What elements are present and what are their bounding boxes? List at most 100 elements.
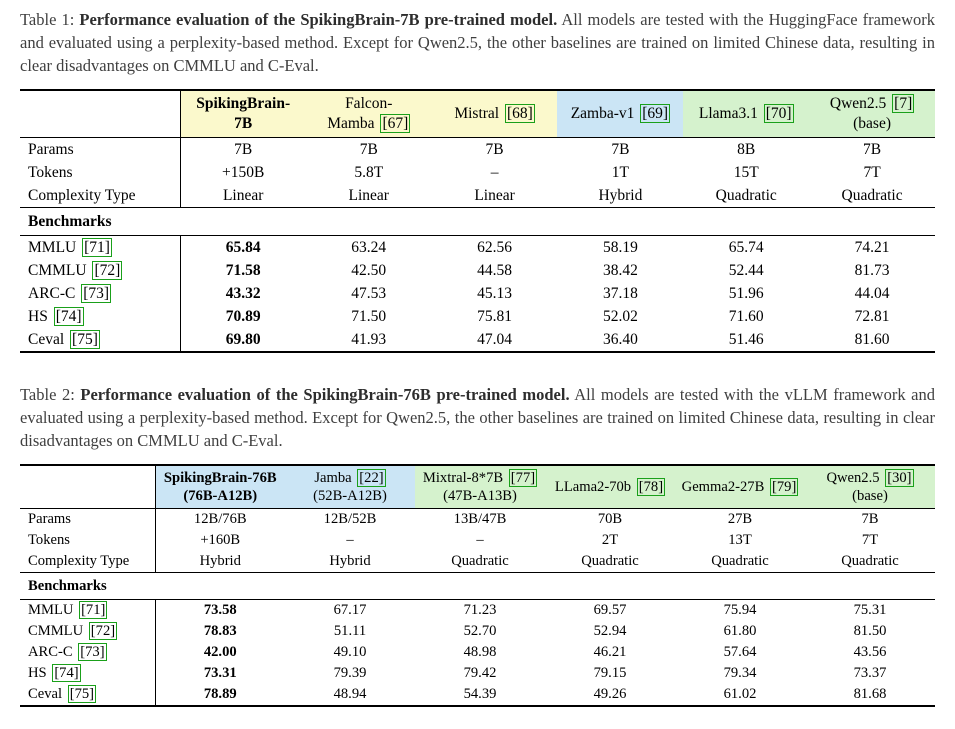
benchmark-value: 52.70 (463, 623, 497, 639)
citation-link[interactable]: [71] (79, 601, 108, 619)
benchmark-label: HS [74] (20, 663, 156, 684)
benchmark-value: 71.60 (728, 307, 764, 325)
column-header: SpikingBrain-76B (76B-A12B) (155, 464, 285, 509)
citation-link[interactable]: [79] (770, 478, 799, 496)
column-header-line: (base) (852, 488, 888, 504)
benchmark-value: 36.40 (557, 328, 684, 353)
benchmark-row: Ceval [75] 69.80 41.93 47.04 36.40 51.46 81.60 (20, 328, 935, 353)
row-label: Params (20, 508, 156, 530)
benchmark-value: 73.31 (203, 665, 237, 681)
spec-value: Quadratic (545, 551, 675, 573)
spec-value: Quadratic (805, 551, 935, 573)
citation-link[interactable]: [70] (763, 104, 794, 123)
benchmark-value: 62.56 (477, 238, 512, 256)
citation-link[interactable]: [72] (92, 260, 123, 280)
benchmark-label: HS [74] (20, 305, 181, 328)
caption-text: All models are tested with the HuggingFa… (20, 10, 935, 75)
citation-link[interactable]: [67] (380, 114, 411, 133)
citation-link[interactable]: [78] (636, 478, 666, 496)
column-header-line: SpikingBrain- (196, 95, 291, 112)
results-table: SpikingBrain- 7B Falcon- Mamba [67] Mistral … (20, 89, 935, 353)
benchmark-value: 81.73 (854, 261, 890, 279)
column-header-line: SpikingBrain-76B (163, 470, 277, 486)
spec-value: 7T (861, 532, 879, 548)
column-header-line: (52B-A12B) (313, 488, 387, 504)
citation-link[interactable]: [75] (67, 685, 97, 703)
spec-value: 8B (737, 140, 756, 158)
benchmark-label: MMLU [71] (20, 599, 156, 621)
benchmark-value: 69.80 (180, 328, 306, 353)
benchmark-label: CMMLU [72] (20, 259, 181, 282)
benchmark-value: 44.58 (477, 261, 512, 279)
benchmarks-section-label: Benchmarks (20, 207, 935, 236)
benchmark-value: 71.23 (463, 602, 497, 618)
column-header: Qwen2.5 [30] (base) (805, 464, 935, 509)
column-header-line: (76B-A12B) (183, 488, 258, 504)
benchmark-label: Ceval [75] (20, 328, 181, 353)
benchmark-value: 52.02 (602, 307, 638, 325)
citation-link[interactable]: [73] (81, 283, 112, 303)
spec-value: 7B (485, 140, 504, 158)
benchmark-value: 79.39 (333, 665, 367, 681)
spec-value: – (476, 532, 484, 548)
benchmarks-section-label: Benchmarks (20, 572, 935, 600)
benchmark-value: 73.37 (853, 665, 887, 681)
benchmark-label: CMMLU [72] (20, 621, 156, 642)
benchmark-value: 71.58 (225, 261, 261, 279)
column-header: Jamba [22] (52B-A12B) (285, 464, 415, 509)
citation-link[interactable]: [77] (508, 469, 538, 487)
column-header-line: Zamba-v1 [69] (570, 104, 671, 123)
spec-value: Linear (431, 184, 558, 208)
benchmark-value: 81.60 (809, 328, 935, 353)
benchmark-value: 69.57 (593, 602, 627, 618)
citation-link[interactable]: [74] (53, 306, 84, 326)
spec-value: Linear (305, 184, 432, 208)
section-row: Benchmarks (20, 207, 935, 236)
citation-link[interactable]: [71] (82, 237, 112, 257)
caption-text: All models are tested with the vLLM fram… (20, 385, 935, 450)
benchmark-value: 45.13 (477, 284, 512, 302)
citation-link[interactable]: [30] (885, 469, 914, 487)
citation-link[interactable]: [72] (88, 622, 118, 640)
corner-cell (20, 89, 181, 138)
row-label: Complexity Type (20, 551, 156, 573)
benchmark-value: 72.81 (854, 307, 890, 325)
row-label: Complexity Type (20, 184, 181, 208)
spec-value: Hybrid (155, 551, 285, 573)
column-header-line: 7B (234, 115, 253, 132)
header-row: SpikingBrain-76B (76B-A12B) Jamba [22] (52B… (20, 464, 935, 509)
benchmark-value: 73.58 (203, 602, 237, 618)
spec-value: 7B (861, 511, 879, 527)
row-label: Tokens (20, 161, 181, 184)
column-header: Zamba-v1 [69] (557, 89, 684, 138)
citation-link[interactable]: [73] (78, 643, 107, 661)
spec-row: Params 12B/76B 12B/52B 13B/47B 70B 27B 7B (20, 508, 935, 530)
citation-link[interactable]: [74] (52, 664, 81, 682)
spec-value: Quadratic (675, 551, 805, 573)
spikingbrain-7b-results-table: SpikingBrain- 7B Falcon- Mamba [67] Mistral … (20, 89, 935, 353)
benchmark-value: 65.84 (225, 238, 261, 256)
citation-link[interactable]: [69] (640, 104, 671, 123)
column-header-line: (47B-A13B) (443, 488, 517, 504)
column-header-line: Gemma2-27B [79] (681, 478, 799, 496)
column-header: LLama2-70b [78] (545, 464, 675, 509)
citation-link[interactable]: [68] (504, 104, 535, 123)
benchmark-value: 37.18 (602, 284, 638, 302)
spec-row: Params 7B 7B 7B 7B 8B 7B (20, 137, 935, 161)
benchmark-value: 47.04 (431, 328, 558, 353)
paper-page: Table 1: Performance evaluation of the S… (20, 8, 935, 707)
column-header-line: Falcon- (345, 95, 393, 112)
column-header: Llama3.1 [70] (683, 89, 810, 138)
spec-value: Quadratic (415, 551, 545, 573)
section-row: Benchmarks (20, 572, 935, 600)
citation-link[interactable]: [22] (357, 469, 386, 487)
spec-value: – (490, 163, 499, 181)
column-header-line: (base) (853, 115, 891, 132)
benchmark-value: 41.93 (305, 328, 432, 353)
benchmark-label: ARC-C [73] (20, 642, 156, 663)
benchmark-value: 74.21 (854, 238, 890, 256)
benchmark-value: 61.80 (723, 623, 757, 639)
spikingbrain-76b-results-table: SpikingBrain-76B (76B-A12B) Jamba [22] (52B… (20, 464, 935, 707)
citation-link[interactable]: [7] (892, 94, 915, 113)
citation-link[interactable]: [75] (70, 329, 100, 349)
